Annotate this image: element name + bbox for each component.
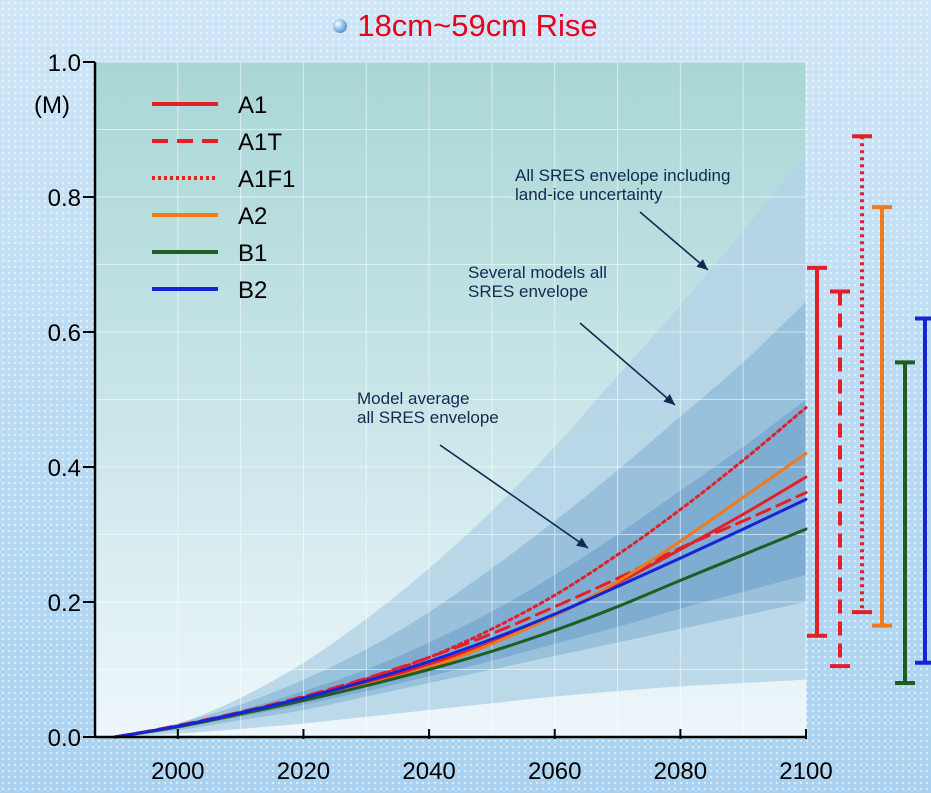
x-tick-label: 2000 [151,758,204,785]
x-tick-label: 2040 [402,758,455,785]
annotations: All SRES envelope including land-ice unce… [357,166,730,549]
annotation-line: Several models all [468,263,607,282]
y-tick-label: 1.0 [48,50,81,77]
x-tick-label: 2080 [654,758,707,785]
annotation-line: SRES envelope [468,282,588,301]
annotation-arrowhead [696,259,708,270]
envelopes [115,153,806,738]
y-tick-label: 0.0 [48,725,81,752]
legend: A1 A1T A1F1 A2 B1 B2 [152,92,295,304]
slide-title-text: 18cm~59cm Rise [357,8,598,43]
legend-label-b2: B2 [238,277,267,304]
y-tick-label: 0.8 [48,185,81,212]
annotation-line: land-ice uncertainty [515,185,663,204]
annotation-line: Model average [357,389,469,408]
annotation-arrow-line [639,211,709,271]
y-axis-unit-label: (M) [34,92,70,119]
annotation-label-3: Model average all SRES envelope [357,389,499,427]
legend-label-a1f1: A1F1 [238,166,295,193]
axes [93,62,806,739]
grid [95,61,807,737]
envelope-band-2 [115,301,806,737]
envelope-band-3 [115,399,806,737]
slide-title: 18cm~59cm Rise [0,8,931,44]
bullet-icon [333,18,348,33]
legend-label-a1: A1 [238,92,267,119]
x-tick-label: 2100 [779,758,832,785]
series-line-b2 [113,497,808,739]
series-line-a1t [113,491,808,739]
x-tick-label: 2020 [277,758,330,785]
y-tick-label: 0.2 [48,590,81,617]
annotation-line: All SRES envelope including [515,166,730,185]
x-ticks: 2000 2020 2040 2060 2080 2100 [151,729,833,785]
annotation-arrow-line [439,444,589,549]
range-bars [807,134,931,685]
legend-label-a2: A2 [238,203,267,230]
y-tick-label: 0.4 [48,455,81,482]
annotation-arrowhead [663,394,675,405]
series-lines [113,406,808,739]
y-tick-label: 0.6 [48,320,81,347]
x-tick-label: 2060 [528,758,581,785]
annotation-arrowhead [576,537,588,548]
annotation-line: all SRES envelope [357,408,499,427]
annotation-arrow-line [579,322,676,406]
legend-label-a1t: A1T [238,129,282,156]
annotation-label-2: Several models all SRES envelope [468,263,607,301]
y-ticks: 0.0 0.2 0.4 0.6 0.8 1.0 [48,50,95,752]
legend-label-b1: B1 [238,240,267,267]
annotation-label-1: All SRES envelope including land-ice unce… [515,166,730,204]
